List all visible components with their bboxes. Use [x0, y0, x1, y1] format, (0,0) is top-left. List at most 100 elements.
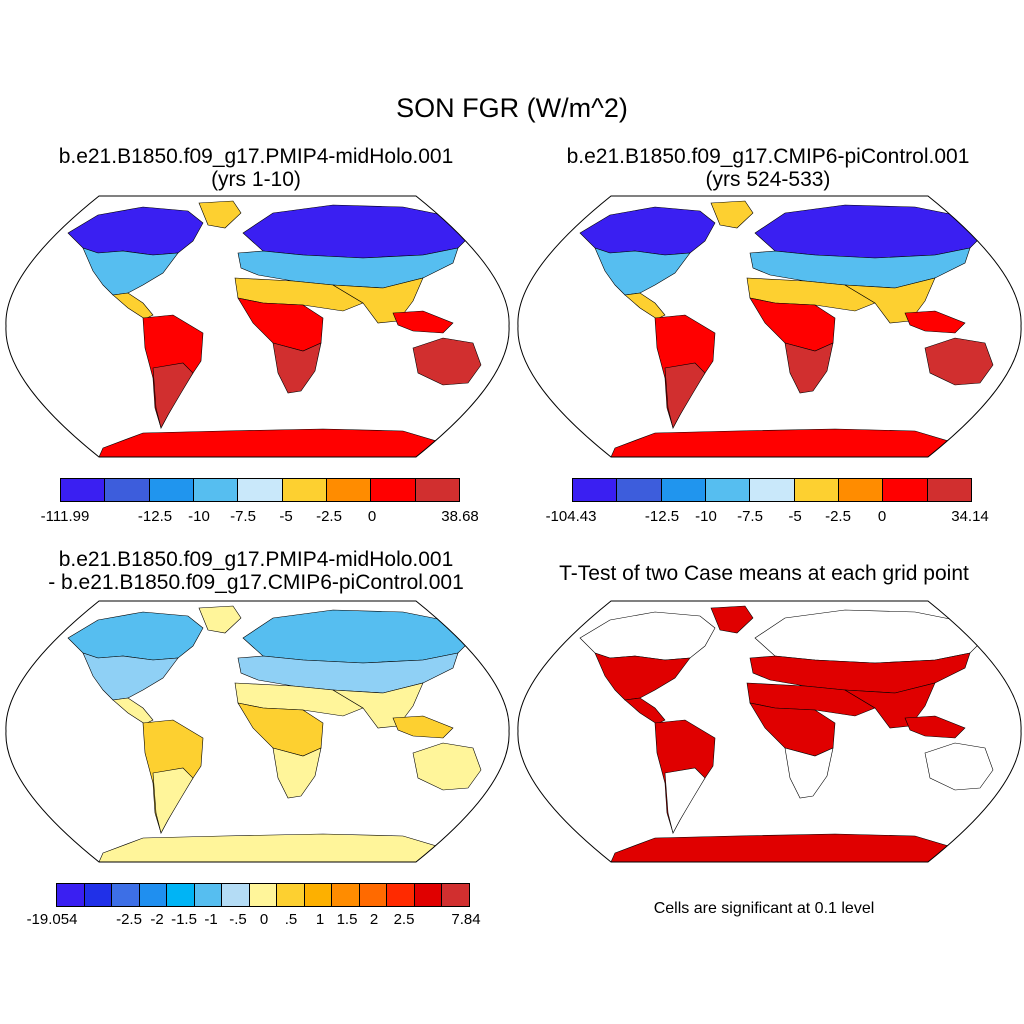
eurasia-north — [754, 609, 986, 664]
europe-asia-mid — [749, 247, 971, 289]
north-america-south — [82, 247, 179, 296]
colorbar-swatch — [441, 883, 470, 907]
central-america — [112, 697, 154, 725]
south-asia — [844, 682, 936, 729]
panel-title-line2: (yrs 1-10) — [211, 168, 301, 191]
colorbar-swatch — [281, 478, 327, 502]
australia — [924, 742, 994, 791]
colorbar-tick-label: -1.5 — [171, 911, 197, 928]
south-asia — [332, 682, 424, 729]
north-america-south — [82, 652, 179, 701]
colorbar-tick-label: -5 — [788, 508, 802, 525]
colorbar-tick-label: 34.14 — [951, 508, 989, 525]
greenland — [198, 605, 242, 634]
panel-title-difference: b.e21.B1850.f09_g17.PMIP4-midHolo.001 - … — [6, 548, 506, 594]
colorbar-swatch — [358, 883, 388, 907]
figure-title: SON FGR (W/m^2) — [396, 93, 628, 123]
colorbar-swatch — [248, 883, 278, 907]
colorbar-swatch — [276, 883, 305, 907]
central-america — [624, 292, 666, 320]
greenland — [710, 605, 754, 634]
south-asia — [332, 277, 424, 324]
colorbar-tick-label: 0 — [259, 911, 269, 928]
map-ttest — [517, 600, 1022, 863]
colorbar-tick-label: 7.84 — [451, 911, 481, 928]
colorbar-swatch — [331, 883, 360, 907]
colorbar-tick-label: 2 — [369, 911, 379, 928]
colorbar-swatch — [138, 883, 168, 907]
colorbar-difference — [56, 883, 470, 907]
colorbar-swatch — [572, 478, 618, 502]
colorbar-tick-label: -2.5 — [316, 508, 342, 525]
map-border — [5, 195, 510, 458]
colorbar-swatch — [237, 478, 283, 502]
colorbar-tick-label: -12.5 — [644, 508, 680, 525]
panel-title-midholo: b.e21.B1850.f09_g17.PMIP4-midHolo.001 (y… — [6, 145, 506, 191]
colorbar-tick-label: 1 — [315, 911, 325, 928]
greenland — [710, 200, 754, 229]
maritime-continent — [904, 715, 966, 739]
colorbar-swatch — [793, 478, 839, 502]
colorbar-labels-difference: -19.054 -2.5 -2 -1.5 -1 -.5 0 .5 1 1.5 2 2.5 7.84 — [0, 911, 1024, 931]
panel-title-line2: (yrs 524-533) — [705, 168, 831, 191]
central-america — [624, 697, 666, 725]
map-border — [517, 600, 1022, 863]
panel-title-line1: b.e21.B1850.f09_g17.PMIP4-midHolo.001 — [58, 145, 454, 168]
map-picontrol — [517, 195, 1022, 458]
panel-title-line1: T-Test of two Case means at each grid po… — [559, 562, 969, 585]
south-america-south — [664, 362, 706, 429]
panel-title-line1: b.e21.B1850.f09_g17.PMIP4-midHolo.001 — [58, 548, 454, 571]
africa-south — [272, 342, 322, 394]
south-america-south — [152, 362, 194, 429]
colorbar-swatch — [166, 883, 195, 907]
map-difference — [5, 600, 510, 863]
colorbar-swatch — [414, 478, 460, 502]
colorbar-swatch — [413, 883, 443, 907]
colorbar-tick-label: -7.5 — [230, 508, 256, 525]
colorbar-tick-label: 1.5 — [336, 911, 358, 928]
colorbar-swatch — [104, 478, 150, 502]
africa-south — [784, 747, 834, 799]
australia — [412, 742, 482, 791]
eurasia-north — [242, 204, 474, 259]
colorbar-tick-label: 2.5 — [393, 911, 415, 928]
colorbar-tick-label: 38.68 — [441, 508, 479, 525]
map-border — [517, 195, 1022, 458]
colorbar-swatch — [111, 883, 140, 907]
colorbar-tick-label: -19.054 — [26, 911, 78, 928]
europe-asia-mid — [237, 247, 459, 289]
south-america-south — [152, 767, 194, 834]
colorbar-swatch — [926, 478, 972, 502]
antarctica — [98, 833, 444, 862]
colorbar-tick-label: -2 — [150, 911, 164, 928]
south-america-south — [664, 767, 706, 834]
colorbar-swatch — [837, 478, 884, 502]
panel-title-ttest: T-Test of two Case means at each grid po… — [514, 562, 1014, 585]
colorbar-tick-label: -2.5 — [116, 911, 142, 928]
colorbar-tick-label: -10 — [695, 508, 717, 525]
australia — [924, 337, 994, 386]
colorbar-swatch — [60, 478, 106, 502]
colorbar-tick-label: -104.43 — [545, 508, 597, 525]
colorbar-swatch — [56, 883, 85, 907]
greenland — [198, 200, 242, 229]
north-america-south — [594, 247, 691, 296]
eurasia-north — [754, 204, 986, 259]
colorbar-tick-label: -10 — [188, 508, 210, 525]
colorbar-swatch — [192, 478, 239, 502]
colorbar-picontrol — [572, 478, 972, 502]
significance-note: Cells are significant at 0.1 level — [653, 900, 875, 917]
colorbar-labels-midholo: -111.99 -12.5 -10 -7.5 -5 -2.5 0 38.68 — [0, 508, 1024, 528]
colorbar-swatch — [882, 478, 928, 502]
colorbar-swatch — [370, 478, 416, 502]
panel-title-line1: b.e21.B1850.f09_g17.CMIP6-piControl.001 — [566, 145, 970, 168]
europe-asia-mid — [237, 652, 459, 694]
europe-asia-mid — [749, 652, 971, 694]
colorbar-tick-label: -1 — [204, 911, 218, 928]
colorbar-midholo — [60, 478, 460, 502]
maritime-continent — [904, 310, 966, 334]
south-asia — [844, 277, 936, 324]
colorbar-swatch — [704, 478, 751, 502]
antarctica — [610, 428, 956, 457]
colorbar-tick-label: -.5 — [229, 911, 247, 928]
